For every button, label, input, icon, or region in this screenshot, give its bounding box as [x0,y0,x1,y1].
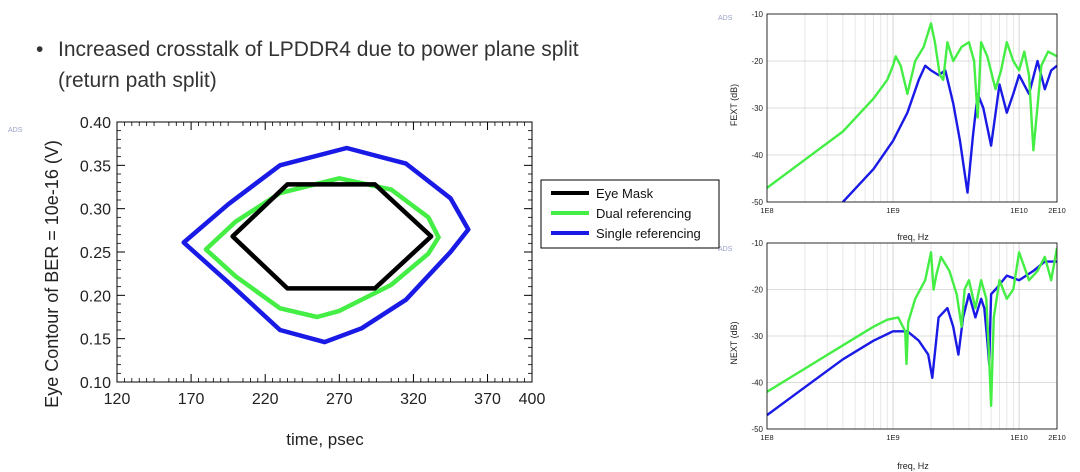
eye-plot-area: 120 170 220 270 320 370 400 0.10 0.15 0.20 0.25 0.3… [80,115,546,408]
fext-y-tick-label: -50 [751,198,763,207]
eye-x-tick-label: 170 [178,391,205,408]
eye-y-tick-label: 0.40 [80,115,111,132]
eye-y-tick-label: 0.10 [80,375,111,392]
eye-y-tick-label: 0.15 [80,332,111,349]
eye-y-tick-label: 0.20 [80,288,111,305]
fext-x-tick-label: 1E8 [760,206,773,215]
bullet-line-2: (return path split) [58,69,217,92]
legend-label-dual: Dual referencing [596,206,691,221]
bullet-line-1: Increased crosstalk of LPDDR4 due to pow… [58,38,579,61]
next-y-tick-label: -10 [751,239,763,248]
next-series-group [767,247,1057,417]
eye-x-tick-label: 400 [519,391,546,408]
next-x-axis-title: freq, Hz [897,461,929,471]
fext-plot-frame [766,13,1058,203]
eye-x-tick-label: 270 [326,391,353,408]
fext-plot-area: -50 -40 -30 -20 -10 1E8 1E9 1E10 2E10 [751,10,1065,215]
fext-series-dual-referencing [767,22,1057,189]
eye-x-tick-label: 120 [104,391,131,408]
fext-y-axis-title: FEXT (dB) [729,84,739,126]
eye-x-tick-label: 370 [474,391,501,408]
fext-chart: ADS FEXT (dB) freq, Hz -50 -40 -30 -20 -10 1E… [718,10,1066,242]
next-y-tick-label: -50 [751,425,763,434]
eye-x-axis-title: time, psec [286,430,364,449]
fext-x-tick-label: 1E9 [886,206,899,215]
bullet-point-icon: • [36,38,44,61]
legend-label-eye-mask: Eye Mask [596,186,654,201]
next-series-dual-referencing [767,247,1057,407]
eye-y-tick-label: 0.30 [80,202,111,219]
next-plot-frame [766,242,1058,430]
fext-series-group [767,22,1057,202]
slide-bullet-text: • Increased crosstalk of LPDDR4 due to p… [36,34,698,96]
next-y-tick-label: -30 [751,332,763,341]
next-y-axis-title: NEXT (dB) [729,321,739,364]
fext-y-tick-label: -40 [751,151,763,160]
legend-label-single: Single referencing [596,226,701,241]
next-ads-label: ADS [718,246,733,253]
eye-legend: Eye Mask Dual referencing Single referen… [540,179,720,249]
eye-series-eye-mask [230,182,434,291]
next-chart: ADS NEXT (dB) freq, Hz -50 -40 -30 -20 -10 1E… [718,239,1066,471]
next-x-tick-label: 1E9 [886,433,899,442]
fext-x-axis-title: freq, Hz [897,232,929,242]
fext-series-single-referencing [842,59,1057,202]
next-y-tick-label: -20 [751,286,763,295]
next-x-tick-label: 1E10 [1010,433,1028,442]
eye-series-single-referencing [181,145,471,345]
next-y-tick-label: -40 [751,379,763,388]
fext-y-tick-label: -10 [751,10,763,19]
next-x-tick-label: 1E8 [760,433,773,442]
fext-x-tick-label: 1E10 [1010,206,1028,215]
eye-y-axis-title: Eye Contour of BER = 10e-16 (V) [42,140,62,408]
fext-x-tick-label: 2E10 [1048,206,1066,215]
next-x-tick-label: 2E10 [1048,433,1066,442]
eye-y-tick-label: 0.25 [80,245,111,262]
eye-x-tick-label: 220 [252,391,279,408]
eye-x-tick-label: 320 [400,391,427,408]
fext-y-tick-label: -20 [751,57,763,66]
chart-ads-label: ADS [8,127,23,134]
next-plot-area: -50 -40 -30 -20 -10 1E8 1E9 1E10 2E10 [751,239,1065,442]
eye-series-dual-referencing [203,176,441,320]
eye-y-tick-label: 0.35 [80,158,111,175]
eye-contour-chart: ADS Eye Contour of BER = 10e-16 (V) time… [8,115,720,449]
fext-ads-label: ADS [718,15,733,22]
fext-y-tick-label: -30 [751,104,763,113]
